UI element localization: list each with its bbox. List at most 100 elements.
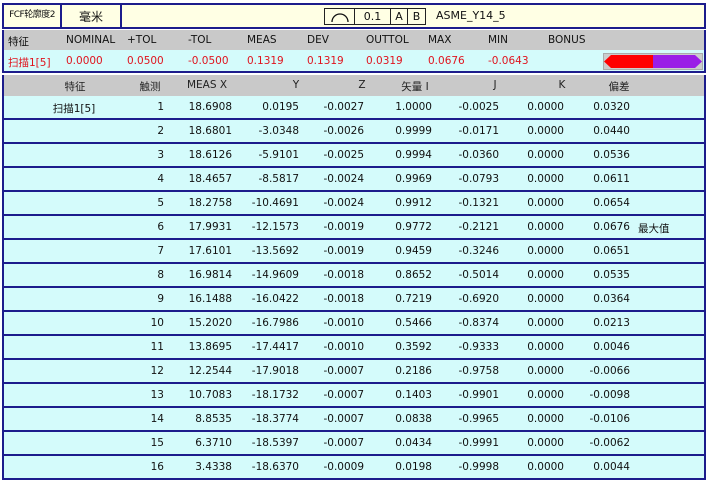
table-cell: -0.9998 [458,461,499,473]
table-cell: 0.7219 [395,293,432,305]
table-cell: -17.9018 [251,365,299,377]
table-cell: 0.0046 [593,341,630,353]
table-cell: 0.0000 [527,461,564,473]
table-cell: 0.0320 [593,101,630,113]
table-cell: -12.1573 [251,221,299,233]
table-cell: -17.4417 [251,341,299,353]
table-cell: 12.2544 [188,365,232,377]
table-cell: 10.7083 [188,389,232,401]
table-cell: -0.9333 [458,341,499,353]
table-cell: -0.6920 [458,293,499,305]
tolerance-value: 0.1 [355,9,391,24]
table-cell: 7 [157,245,164,257]
table-cell: 18.4657 [188,173,232,185]
table-cell: 18.6801 [188,125,232,137]
table-cell: 9 [157,293,164,305]
table-cell: 10 [150,317,164,329]
table-cell: -13.5692 [251,245,299,257]
summary-value-cell: -0.0643 [488,55,529,67]
table-cell: 0.0434 [395,437,432,449]
table-cell: 13.8695 [188,341,232,353]
table-row[interactable]: 14 8.8535 -18.3774 -0.0007 0.0838 -0.9965 0.00… [2,408,706,432]
table-cell: -0.0010 [323,317,364,329]
table-cell: 0.0000 [527,317,564,329]
column-header: Y [292,79,300,91]
table-cell: 0.5466 [395,317,432,329]
table-cell: 0.0000 [527,365,564,377]
table-cell: 0.0440 [593,125,630,137]
tolerance-bar [603,53,703,70]
table-cell: -0.1321 [458,197,499,209]
summary-header-cell: DEV [307,34,329,46]
summary-header-cell: +TOL [127,34,157,46]
table-row[interactable]: 10 15.2020 -16.7986 -0.0010 0.5466 -0.8374 0.0… [2,312,706,336]
table-cell: 11 [150,341,164,353]
table-row[interactable]: 8 16.9814 -14.9609 -0.0018 0.8652 -0.5014 0.00… [2,264,706,288]
table-cell: -0.0009 [323,461,364,473]
table-cell: 8.8535 [195,413,232,425]
table-cell: -0.9901 [458,389,499,401]
table-row[interactable]: 11 13.8695 -17.4417 -0.0010 0.3592 -0.9333 0.0… [2,336,706,360]
table-cell: -0.0019 [323,221,364,233]
table-row[interactable]: 6 17.9931 -12.1573 -0.0019 0.9772 -0.2121 0.00… [2,216,706,240]
table-cell: -0.5014 [458,269,499,281]
table-cell: -0.2121 [458,221,499,233]
table-row[interactable]: 2 18.6801 -3.0348 -0.0026 0.9999 -0.0171 0.000… [2,120,706,144]
table-row[interactable]: 9 16.1488 -16.0422 -0.0018 0.7219 -0.6920 0.00… [2,288,706,312]
table-cell: 0.8652 [395,269,432,281]
fcf-label: FCF轮廓度2 [4,5,62,27]
table-cell: 0.0000 [527,125,564,137]
table-row[interactable]: 16 3.4338 -18.6370 -0.0009 0.0198 -0.9998 0.00… [2,456,706,480]
summary-header-cell: OUTTOL [366,34,409,46]
summary-value-cell: -0.0500 [188,55,229,67]
summary-header-cell: MIN [488,34,509,46]
table-cell: -0.0098 [589,389,630,401]
table-row[interactable]: 13 10.7083 -18.1732 -0.0007 0.1403 -0.9901 0.0… [2,384,706,408]
table-cell: 0.0000 [527,437,564,449]
summary-header-cell: -TOL [188,34,212,46]
table-cell: 0.0213 [593,317,630,329]
table-cell: 0.0000 [527,245,564,257]
summary-value-cell: 0.0319 [366,55,403,67]
table-row[interactable]: 12 12.2544 -17.9018 -0.0007 0.2186 -0.9758 0.0… [2,360,706,384]
table-cell: 0.3592 [395,341,432,353]
table-row[interactable]: 5 18.2758 -10.4691 -0.0024 0.9912 -0.1321 0.00… [2,192,706,216]
column-header: K [558,79,566,91]
table-cell: 0.9999 [395,125,432,137]
table-cell: 5 [157,197,164,209]
table-cell: 18.6908 [188,101,232,113]
table-cell: 17.9931 [188,221,232,233]
table-cell: 0.9459 [395,245,432,257]
table-cell: 6 [157,221,164,233]
table-cell: 0.0044 [593,461,630,473]
table-cell: 0.0195 [262,101,299,113]
table-cell: -0.0026 [323,125,364,137]
column-header: Z [358,79,366,91]
table-cell: -0.0018 [323,293,364,305]
table-cell: 0.0611 [593,173,630,185]
table-cell: 0.1403 [395,389,432,401]
max-value-label: 最大值 [638,223,670,235]
table-cell: 0.0000 [527,293,564,305]
table-row[interactable]: 扫描1[5] 1 18.6908 0.0195 -0.0027 1.0000 -0.0025… [2,96,706,120]
column-header: 矢量 I [401,81,429,93]
table-cell: 0.0536 [593,149,630,161]
table-cell: -18.3774 [251,413,299,425]
table-row[interactable]: 7 17.6101 -13.5692 -0.0019 0.9459 -0.3246 0.00… [2,240,706,264]
table-row[interactable]: 15 6.3710 -18.5397 -0.0007 0.0434 -0.9991 0.00… [2,432,706,456]
datum-b: B [412,10,421,23]
table-cell: 2 [157,125,164,137]
table-cell: 0.9994 [395,149,432,161]
summary-header-cell: MAX [428,34,452,46]
table-cell: 18.6126 [188,149,232,161]
table-cell: -10.4691 [251,197,299,209]
summary-header-cell: 特征 [8,36,29,48]
table-cell: -0.0019 [323,245,364,257]
table-row[interactable]: 4 18.4657 -8.5817 -0.0024 0.9969 -0.0793 0.000… [2,168,706,192]
table-row[interactable]: 3 18.6126 -5.9101 -0.0025 0.9994 -0.0360 0.000… [2,144,706,168]
table-cell: 0.0651 [593,245,630,257]
table-header: 特征 触测 MEAS X Y Z 矢量 I J K 偏差 [2,75,706,96]
profile-of-surface-icon [325,9,355,24]
table-cell: -0.0025 [323,149,364,161]
table-cell: 1 [157,101,164,113]
